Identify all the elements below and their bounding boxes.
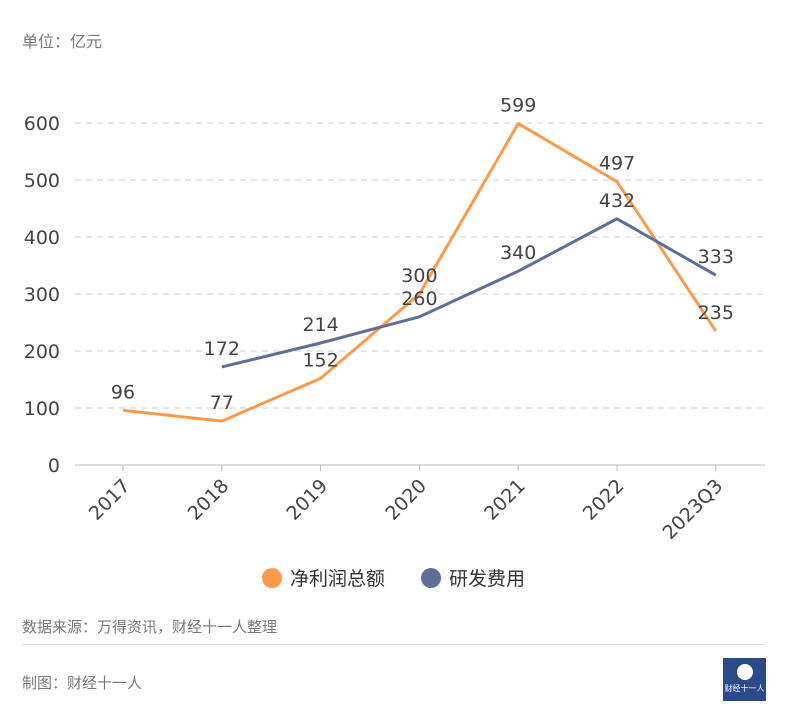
legend-item-profit[interactable]: 净利润总额 [261,564,385,591]
data-label: 333 [698,246,734,268]
data-label: 260 [401,288,437,310]
legend-swatch [421,567,441,588]
data-label: 172 [204,338,240,360]
data-label: 152 [302,349,338,371]
unit-label: 单位：亿元 [22,32,103,51]
data-label: 497 [599,153,635,175]
data-label: 599 [500,95,536,117]
y-tick-label: 300 [24,284,60,306]
data-label: 235 [698,302,734,324]
y-tick-label: 100 [24,398,60,420]
x-tick-label: 2021 [480,475,530,525]
x-tick-label: 2020 [381,475,431,525]
data-label: 432 [599,190,635,212]
x-tick-label: 2017 [85,475,135,525]
x-tick-label: 2018 [184,475,234,525]
legend-label: 研发费用 [449,568,526,590]
x-tick-label: 2023Q3 [658,475,727,544]
legend-swatch [261,567,282,588]
y-tick-label: 200 [24,341,60,363]
legend-label: 净利润总额 [289,568,385,590]
source-note: 数据来源：万得资讯，财经十一人整理 [22,618,278,636]
data-label: 96 [111,381,135,403]
data-label: 77 [210,392,234,414]
line-chart: 0 100 200 300 400 500 600 2017 2018 2019 2020 2021 2… [24,95,765,544]
data-label: 300 [401,265,437,287]
brand-logo: 财经十一人 [723,658,766,701]
y-tick-label: 400 [24,227,60,249]
data-label: 340 [500,242,536,264]
legend-item-rd[interactable]: 研发费用 [421,564,525,591]
globe-icon [736,664,753,680]
legend: 净利润总额 研发费用 [0,564,787,591]
y-tick-label: 600 [24,113,60,135]
y-tick-label: 500 [24,170,60,192]
series-line-1 [221,217,717,369]
x-tick-label: 2019 [282,475,332,525]
y-tick-label: 0 [48,455,60,477]
data-label: 214 [302,314,338,336]
x-tick-label: 2022 [579,475,629,525]
maker-note: 制图：财经十一人 [22,674,143,692]
divider [22,644,765,645]
series-line-0 [122,122,718,423]
